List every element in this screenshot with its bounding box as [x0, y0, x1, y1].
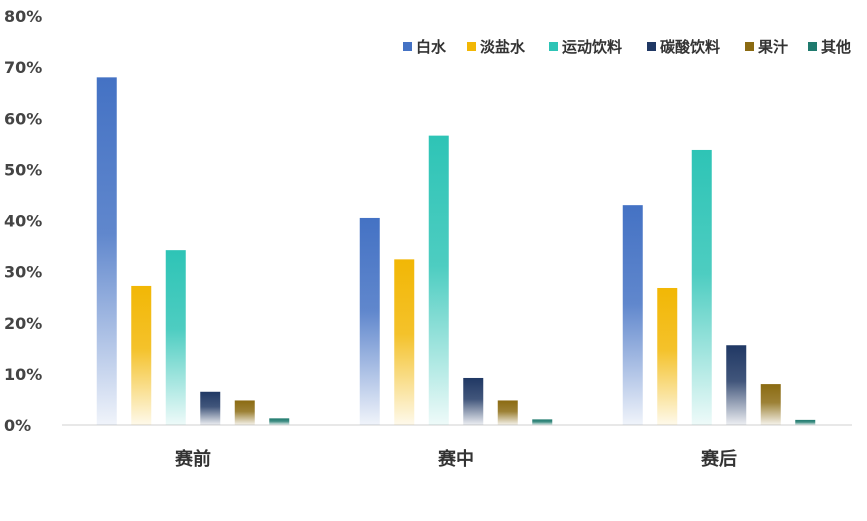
y-tick-label: 10%	[4, 365, 42, 384]
bar-2-5	[497, 400, 518, 425]
bar-3-6	[795, 419, 816, 425]
bar-1-6	[269, 418, 290, 425]
y-tick-label: 0%	[4, 416, 31, 435]
bar-1-5	[234, 400, 255, 425]
bar-2-3	[428, 135, 449, 425]
legend-label: 运动饮料	[562, 38, 622, 56]
legend-label: 白水	[416, 38, 447, 56]
legend-swatch	[647, 42, 656, 51]
bar-3-5	[760, 384, 781, 425]
bar-2-4	[463, 377, 484, 425]
bar-3-2	[657, 287, 678, 425]
x-category-label: 赛前	[174, 448, 211, 470]
bar-1-4	[200, 391, 221, 425]
legend-label: 果汁	[757, 38, 788, 56]
y-tick-label: 40%	[4, 212, 42, 231]
y-tick-label: 60%	[4, 109, 42, 128]
x-category-label: 赛后	[700, 448, 737, 470]
legend-swatch	[549, 42, 558, 51]
legend-label: 淡盐水	[480, 38, 526, 56]
legend-label: 其他	[821, 38, 851, 56]
legend-label: 碳酸饮料	[660, 38, 720, 56]
legend-swatch	[403, 42, 412, 51]
bar-2-1	[359, 217, 380, 425]
y-tick-label: 80%	[4, 7, 42, 26]
y-axis: 0% 10% 20% 30% 40% 50% 60% 70% 80%	[4, 7, 42, 435]
x-axis: 赛前 赛中 赛后	[174, 448, 737, 470]
y-tick-label: 70%	[4, 58, 42, 77]
x-category-label: 赛中	[437, 448, 474, 470]
bar-1-3	[165, 250, 186, 425]
legend-swatch	[745, 42, 754, 51]
y-tick-label: 20%	[4, 314, 42, 333]
bar-3-1	[622, 205, 643, 425]
legend: 白水 淡盐水 运动饮料 碳酸饮料 果汁 其他	[403, 38, 851, 56]
legend-swatch	[808, 42, 817, 51]
bars-group	[96, 77, 816, 425]
legend-swatch	[467, 42, 476, 51]
bar-1-2	[131, 285, 152, 425]
y-tick-label: 50%	[4, 160, 42, 179]
bar-3-4	[726, 345, 747, 425]
bar-2-2	[394, 259, 415, 425]
bar-3-3	[691, 149, 712, 425]
bar-2-6	[532, 419, 553, 425]
bar-1-1	[96, 77, 117, 425]
y-tick-label: 30%	[4, 263, 42, 282]
